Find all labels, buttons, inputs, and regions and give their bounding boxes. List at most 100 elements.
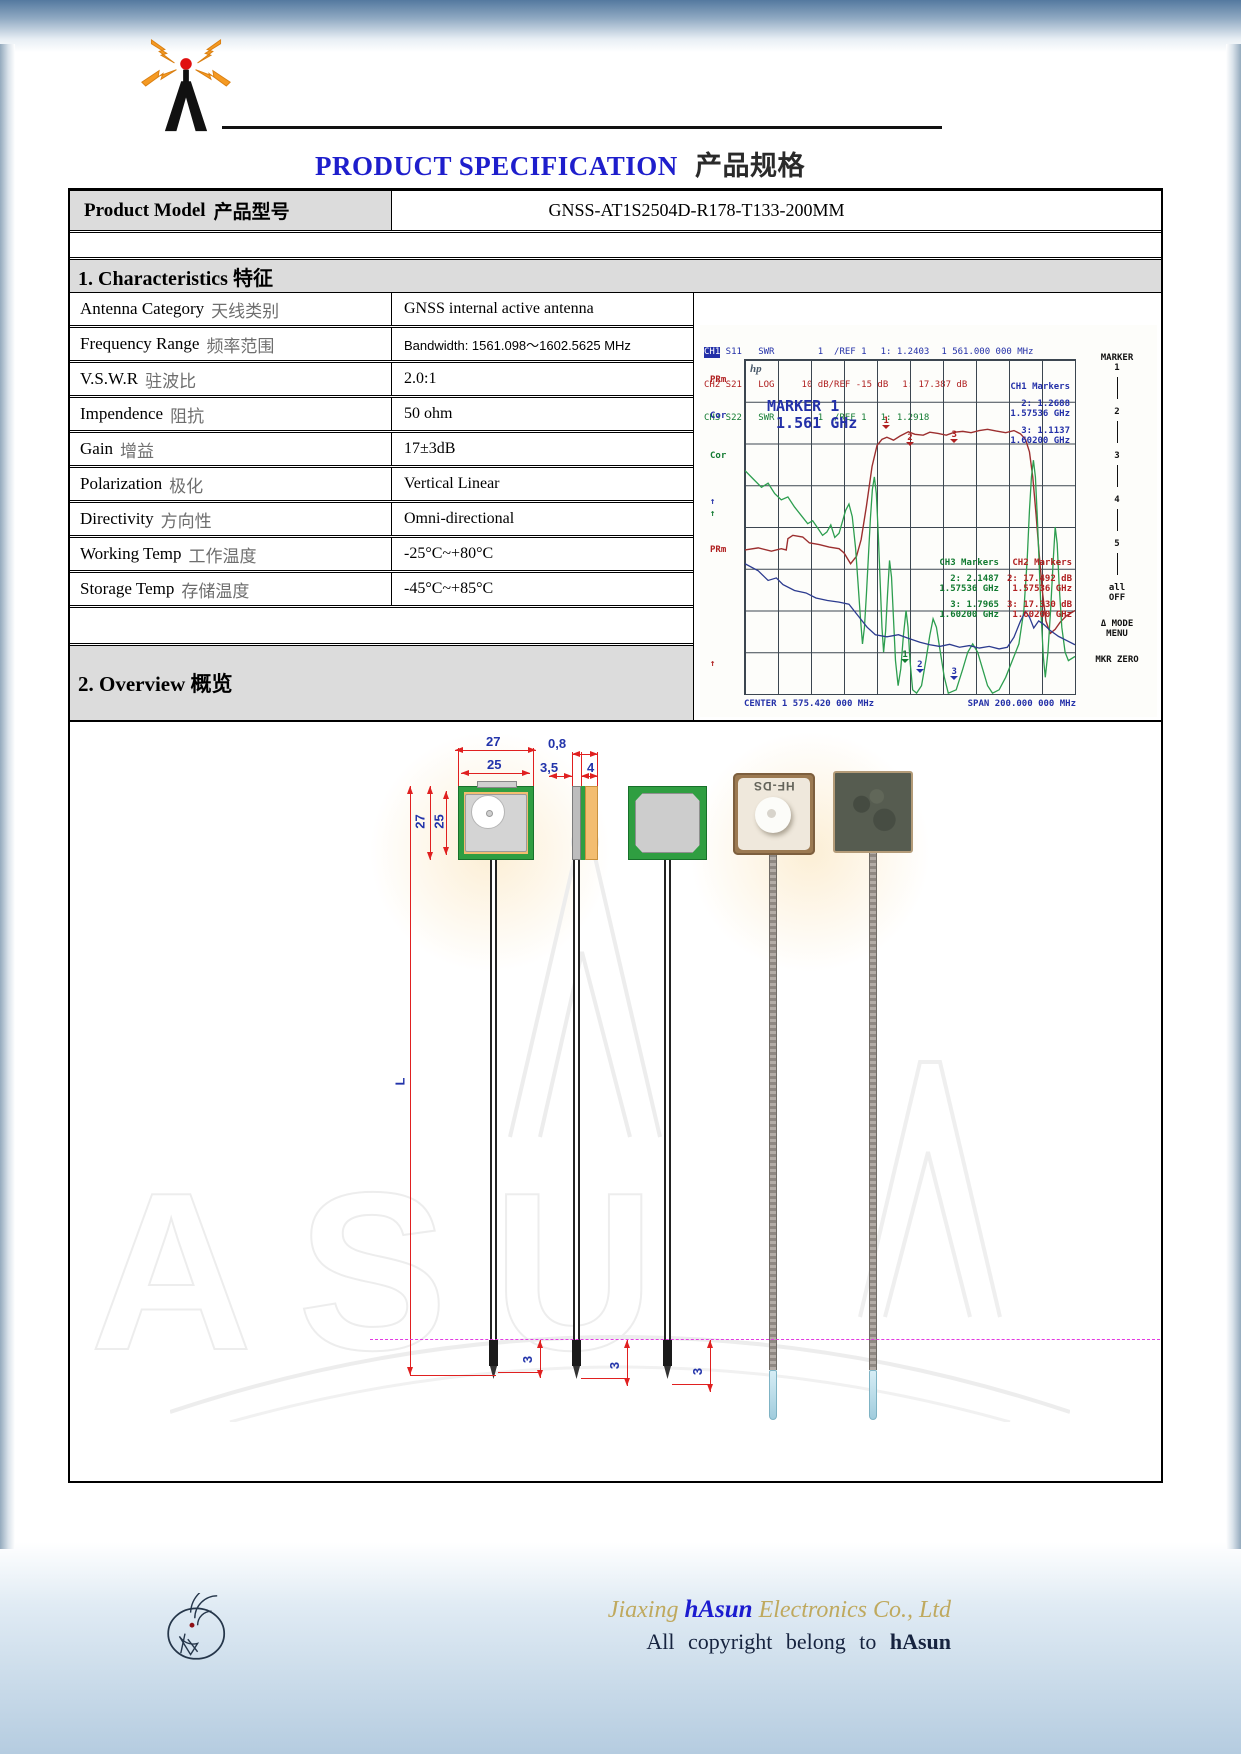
- cable-drawing: [664, 860, 671, 1340]
- cable-photo: [869, 853, 877, 1370]
- cable-tip: [664, 1366, 671, 1379]
- row-label-en: Directivity: [80, 509, 154, 528]
- footer-copyright-line: All copyright belong to hAsun: [291, 1629, 951, 1655]
- table-row: Frequency Range 频率范围 Bandwidth: 1561.098～…: [70, 328, 693, 363]
- vna-center-frequency: CENTER 1 575.420 000 MHz: [744, 699, 875, 709]
- marker-flag: 3: [950, 667, 959, 684]
- vna-traces-plot: [745, 360, 1075, 694]
- vna-status-label: ↑: [710, 497, 716, 507]
- antenna-photo-front: HF-DS: [733, 773, 815, 855]
- vna-marker-line1: MARKER 1: [767, 397, 840, 415]
- row-value: Omni-directional: [404, 510, 515, 527]
- left-edge-band: [0, 44, 15, 1549]
- dimension-line-cable-length: [407, 786, 413, 1375]
- product-model-label: Product Model 产品型号: [70, 191, 392, 230]
- product-model-label-en: Product Model: [84, 199, 206, 221]
- dimension-label: 27: [486, 734, 501, 749]
- page-title-en: PRODUCT SPECIFICATION: [314, 151, 678, 181]
- row-value: 17±3dB: [404, 440, 456, 457]
- extension-line: [597, 752, 598, 786]
- row-value: GNSS internal active antenna: [404, 300, 594, 317]
- extension-line: [498, 1372, 540, 1373]
- row-label-cn: 天线类别: [211, 301, 280, 321]
- extension-line: [410, 1375, 496, 1376]
- trace-s11-blue: [745, 564, 1075, 649]
- antenna-model-marking: HF-DS: [753, 779, 795, 793]
- header-rule: [222, 126, 942, 129]
- softkey-label: 2: [1114, 407, 1120, 417]
- softkey-label: 4: [1114, 495, 1120, 505]
- product-model-label-cn: 产品型号: [213, 202, 290, 223]
- row-label-cn: 工作温度: [188, 546, 257, 566]
- row-label-en: Impendence: [80, 404, 164, 423]
- row-label-cn: 驻波比: [145, 371, 197, 391]
- dimension-line: [581, 773, 598, 779]
- row-label-en: Working Temp: [80, 544, 182, 563]
- marker-flag: 1: [901, 651, 910, 667]
- vna-status-label: ↑: [710, 659, 716, 669]
- marker-flag: 3: [950, 430, 959, 447]
- page-title-cn: 产品规格: [695, 151, 806, 181]
- cable-end: [663, 1340, 672, 1366]
- vna-screenshot-cell: CH1 S11 SWR 1 /REF 1 1: 1.2403 1 561.000 0…: [694, 293, 1161, 720]
- dimension-label: L: [392, 1077, 408, 1086]
- footer-copyright-text: All copyright belong to: [646, 1629, 890, 1654]
- extension-line: [533, 748, 534, 786]
- footer-company-pre: Jiaxing: [607, 1597, 685, 1623]
- footer-company-line: Jiaxing hAsun Electronics Co., Ltd: [291, 1596, 951, 1624]
- table-row: Polarization 极化 Vertical Linear: [70, 468, 693, 503]
- footer-company-post: Electronics Co., Ltd: [752, 1597, 951, 1623]
- footer-copyright-brand: hAsun: [889, 1629, 951, 1654]
- centerline: [370, 1339, 1160, 1340]
- row-label-en: Frequency Range: [80, 334, 200, 353]
- vna-softkey-menu: MARKER 1 2 3 4 5 all OFF Δ MODE MENU MKR…: [1079, 345, 1155, 705]
- hp-logo: hp: [750, 363, 762, 375]
- antenna-back-view-drawing: [628, 786, 707, 860]
- product-model-row: Product Model 产品型号 GNSS-AT1S2504D-R178-T…: [70, 191, 1161, 233]
- vna-ch3-ch2-markers-block: CH3 Markers 2: 2.1487 1.57536 GHz 3: 1.7…: [939, 558, 1072, 620]
- characteristics-body: Antenna Category 天线类别 GNSS internal activ…: [70, 293, 1161, 720]
- table-row: Gain 增益 17±3dB: [70, 433, 693, 468]
- bottom-gradient-band: [0, 1542, 1241, 1754]
- table-row: Storage Temp 存储温度 -45°C~+85°C: [70, 573, 693, 608]
- marker-flag: 2: [915, 661, 924, 677]
- dimension-line: [537, 1340, 543, 1378]
- vna-plot-grid: hp MARKER 1 1.561 GHz 1 2 3 1 2 3 CH1 Ma…: [744, 359, 1076, 695]
- vna-marker-frequency: 1 561.000 000 MHz: [941, 347, 1034, 357]
- watermark-arcs: [170, 1335, 1070, 1422]
- product-model-value: GNSS-AT1S2504D-R178-T133-200MM: [548, 200, 845, 220]
- cable-connector-tip: [869, 1370, 877, 1420]
- cable-tip: [573, 1366, 580, 1379]
- dimension-label: 25: [431, 814, 447, 829]
- dimension-line: [624, 1340, 630, 1386]
- dimension-label: 3: [690, 1367, 706, 1376]
- spacer-row: [70, 608, 693, 646]
- dimension-label: 3,5: [540, 760, 559, 775]
- softkey-label: 5: [1114, 539, 1120, 549]
- row-label-cn: 方向性: [160, 511, 212, 531]
- characteristics-rows: Antenna Category 天线类别 GNSS internal activ…: [70, 293, 694, 720]
- top-gradient-band: [0, 0, 1241, 52]
- table-row: Directivity 方向性 Omni-directional: [70, 503, 693, 538]
- vna-active-marker-text: MARKER 1 1.561 GHz: [767, 398, 857, 432]
- antenna-side-view-drawing: [572, 786, 581, 860]
- row-value: 2.0:1: [404, 370, 437, 387]
- row-value: -25°C~+80°C: [404, 545, 494, 562]
- spacer-row: [70, 233, 1161, 260]
- row-label-en: Gain: [80, 439, 114, 458]
- extension-line: [458, 748, 459, 786]
- satellite-dish-icon: [167, 1593, 226, 1660]
- softkey-label: Δ MODE MENU: [1100, 619, 1134, 639]
- right-edge-band: [1226, 44, 1241, 1549]
- row-label-en: V.S.W.R: [80, 369, 139, 388]
- vna-ch1-marker-readout: 1: 1.2403: [880, 347, 930, 357]
- vna-status-label: ↑: [710, 509, 716, 519]
- vna-ch1-markers-block: CH1 Markers 2: 1.2688 1.57536 GHz 3: 1.1…: [1010, 382, 1070, 446]
- dimension-line: [455, 747, 536, 753]
- row-value: 50 ohm: [404, 405, 453, 422]
- antenna-side-view-patch: [585, 786, 598, 860]
- dimension-line: [549, 773, 572, 779]
- softkey-label: MKR ZERO: [1095, 655, 1139, 665]
- trace-s22-green: [745, 460, 1075, 693]
